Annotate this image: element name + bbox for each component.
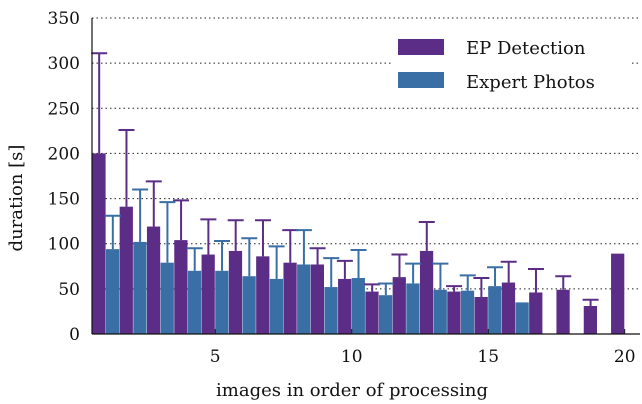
bar-ep-detection-9 <box>310 264 324 334</box>
legend-label-ep-detection: EP Detection <box>466 38 586 59</box>
bar-expert-photos-12 <box>406 283 420 334</box>
legend-swatch-ep-detection <box>398 39 444 55</box>
bar-ep-detection-11 <box>365 291 379 334</box>
legend: EP Detection Expert Photos <box>392 30 632 98</box>
x-tick-label-20: 20 <box>614 347 636 367</box>
bar-ep-detection-5 <box>201 254 215 334</box>
x-tick-label-15: 15 <box>477 347 499 367</box>
bar-ep-detection-8 <box>283 262 297 334</box>
bar-expert-photos-6 <box>242 276 256 334</box>
y-tick-label-0: 0 <box>69 325 80 345</box>
bar-expert-photos-2 <box>133 241 147 334</box>
axes <box>91 18 640 335</box>
bar-expert-photos-10 <box>351 278 365 334</box>
x-tick-label-10: 10 <box>341 347 363 367</box>
y-tick-label-100: 100 <box>48 235 80 255</box>
y-tick-label-200: 200 <box>48 144 80 164</box>
bar-expert-photos-15 <box>488 286 502 334</box>
y-axis-title: duration [s] <box>6 145 27 252</box>
bar-ep-detection-10 <box>338 278 352 334</box>
bar-ep-detection-7 <box>256 256 270 334</box>
x-tick-label-5: 5 <box>210 347 221 367</box>
y-tick-label-150: 150 <box>48 190 80 210</box>
bar-ep-detection-17 <box>529 292 543 334</box>
error-bars <box>91 52 599 307</box>
bar-expert-photos-1 <box>106 249 120 334</box>
bar-ep-detection-1 <box>92 153 106 334</box>
bar-ep-detection-16 <box>501 282 516 334</box>
y-tick-label-300: 300 <box>48 54 80 74</box>
bar-ep-detection-6 <box>228 250 243 334</box>
bar-expert-photos-8 <box>297 264 311 334</box>
bar-expert-photos-16 <box>515 302 529 334</box>
bar-expert-photos-11 <box>379 295 393 334</box>
bar-ep-detection-13 <box>419 250 434 334</box>
bar-expert-photos-9 <box>324 287 338 334</box>
bar-ep-detection-15 <box>474 296 488 334</box>
bar-expert-photos-7 <box>269 278 284 334</box>
y-tick-labels: 0 50 100 150 200 250 300 350 <box>48 9 80 345</box>
legend-label-expert-photos: Expert Photos <box>466 72 595 93</box>
y-tick-label-250: 250 <box>48 99 80 119</box>
bar-ep-detection-20 <box>611 253 625 334</box>
bar-ep-detection-14 <box>447 291 461 334</box>
bar-expert-photos-13 <box>433 289 447 334</box>
bar-expert-photos-3 <box>160 262 174 334</box>
bar-ep-detection-2 <box>119 206 133 334</box>
bars <box>92 153 625 334</box>
bar-expert-photos-4 <box>187 270 202 334</box>
bar-expert-photos-14 <box>460 290 475 334</box>
bar-ep-detection-3 <box>146 226 161 334</box>
y-tick-label-50: 50 <box>58 280 80 300</box>
x-axis-title: images in order of processing <box>216 380 488 401</box>
bar-ep-detection-19 <box>583 306 597 334</box>
legend-swatch-expert-photos <box>398 72 444 88</box>
y-tick-label-350: 350 <box>48 9 80 29</box>
bar-ep-detection-18 <box>556 289 570 334</box>
bar-ep-detection-12 <box>392 277 406 334</box>
x-tick-labels: 5 10 15 20 <box>210 347 636 367</box>
bar-ep-detection-4 <box>174 240 188 334</box>
bar-expert-photos-5 <box>215 270 229 334</box>
